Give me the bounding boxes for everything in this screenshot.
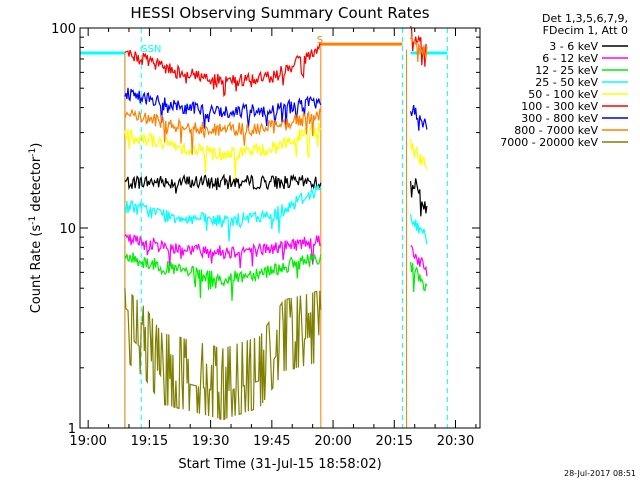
series-4 bbox=[124, 185, 428, 245]
y-axis-label-sup1: -1 bbox=[28, 216, 38, 225]
series-line bbox=[410, 261, 428, 293]
series-1 bbox=[124, 173, 428, 217]
series-line bbox=[124, 108, 322, 155]
x-axis: 19:00 19:15 19:30 19:45 20:00 20:15 20:30 bbox=[69, 28, 477, 449]
series-line bbox=[124, 233, 322, 269]
series-group bbox=[124, 25, 428, 421]
x-tick-label: 20:30 bbox=[437, 434, 474, 449]
y-axis-label-main: Count Rate (s bbox=[29, 225, 44, 314]
series-3 bbox=[124, 252, 428, 301]
legend-entry-label: 50 - 100 keV bbox=[528, 88, 598, 101]
series-2 bbox=[124, 233, 428, 277]
y-axis-label: Count Rate (s-1 detector-1) bbox=[28, 143, 44, 314]
series-line bbox=[124, 288, 322, 421]
legend-entry-label: 3 - 6 keV bbox=[549, 40, 598, 53]
series-line bbox=[124, 122, 322, 179]
x-tick-label: 19:15 bbox=[131, 434, 168, 449]
x-axis-label: Start Time (31-Jul-15 18:58:02) bbox=[178, 457, 381, 472]
y-axis: 1 10 100 bbox=[51, 22, 480, 437]
series-5 bbox=[124, 122, 428, 179]
legend-entry-label: 800 - 7000 keV bbox=[514, 124, 598, 137]
series-6 bbox=[124, 25, 428, 98]
series-8 bbox=[124, 35, 428, 155]
x-tick-label: 20:15 bbox=[376, 434, 413, 449]
timestamp: 28-Jul-2017 08:51 bbox=[564, 469, 636, 478]
series-line bbox=[124, 173, 322, 194]
y-axis-label-sup2: -1 bbox=[28, 148, 38, 157]
series-line bbox=[410, 138, 428, 170]
legend-entry-label: 12 - 25 keV bbox=[535, 64, 598, 77]
y-tick-label: 1 bbox=[68, 422, 76, 437]
series-line bbox=[410, 104, 428, 131]
x-tick-label: 19:30 bbox=[192, 434, 229, 449]
y-axis-label-mid: detector bbox=[29, 156, 44, 216]
legend-entry-label: 300 - 800 keV bbox=[521, 112, 598, 125]
y-tick-label: 10 bbox=[59, 222, 76, 237]
series-line bbox=[410, 245, 428, 277]
series-9 bbox=[124, 288, 322, 421]
annotation-label: SSN bbox=[141, 44, 161, 55]
chart-title: HESSI Observing Summary Count Rates bbox=[130, 4, 429, 22]
legend-entry-label: 7000 - 20000 keV bbox=[500, 136, 598, 149]
x-tick-label: 19:00 bbox=[69, 434, 106, 449]
plot-area: S SSN bbox=[79, 25, 481, 429]
series-line bbox=[410, 214, 428, 245]
overlays: S SSN bbox=[80, 28, 448, 428]
series-line bbox=[410, 178, 428, 217]
y-axis-label-end: ) bbox=[29, 143, 44, 148]
legend-header: Det 1,3,5,6,7,9, bbox=[542, 12, 628, 25]
x-tick-label: 19:45 bbox=[253, 434, 290, 449]
annotation-label: S bbox=[317, 35, 323, 46]
legend-entry-label: 6 - 12 keV bbox=[542, 52, 598, 65]
series-line bbox=[124, 42, 322, 98]
y-tick-label: 100 bbox=[51, 22, 76, 37]
series-line bbox=[410, 35, 428, 62]
legend-entry-label: 100 - 300 keV bbox=[521, 100, 598, 113]
series-line bbox=[124, 252, 322, 301]
legend-entry-label: 25 - 50 keV bbox=[535, 76, 598, 89]
legend-header: FDecim 1, Att 0 bbox=[543, 24, 628, 37]
series-7 bbox=[124, 87, 428, 131]
series-line bbox=[410, 25, 428, 67]
series-line bbox=[124, 87, 322, 129]
x-tick-label: 20:00 bbox=[314, 434, 351, 449]
series-line bbox=[124, 185, 322, 242]
legend: Det 1,3,5,6,7,9,FDecim 1, Att 0 3 - 6 keV… bbox=[500, 12, 628, 149]
